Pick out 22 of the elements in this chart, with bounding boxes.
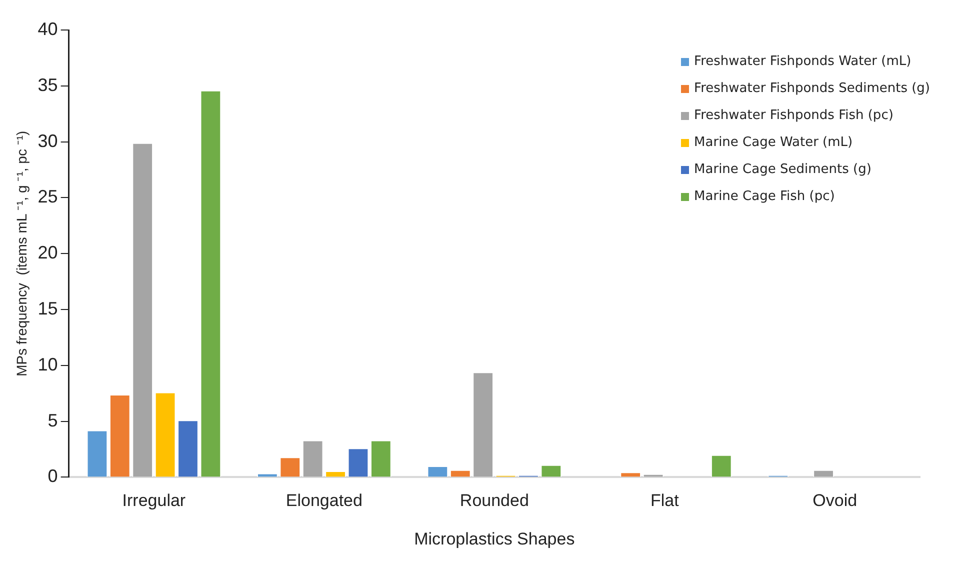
legend-label: Freshwater Fishponds Water (mL)	[694, 54, 912, 69]
y-tick-label: 20	[38, 242, 58, 263]
legend-label: Freshwater Fishponds Sediments (g)	[694, 81, 930, 96]
x-tick-label: Ovoid	[812, 491, 858, 510]
legend-label: Marine Cage Sediments (g)	[694, 162, 872, 177]
y-tick-label: 5	[48, 410, 58, 430]
y-tick-label: 40	[38, 18, 58, 39]
y-tick-label: 0	[48, 466, 58, 486]
legend-label: Freshwater Fishponds Fish (pc)	[694, 108, 894, 123]
legend-label: Marine Cage Fish (pc)	[694, 189, 835, 204]
x-tick-label: Rounded	[460, 491, 529, 510]
y-tick-label: 25	[38, 186, 58, 207]
legend-label: Marine Cage Water (mL)	[694, 135, 853, 150]
x-tick-label: Elongated	[286, 491, 362, 510]
y-axis-title: MPs frequency (items mL ⁻¹, g ⁻¹, pc ⁻¹)	[13, 130, 30, 376]
y-tick-label: 35	[38, 74, 58, 95]
x-tick-label: Irregular	[122, 491, 186, 510]
y-tick-label: 10	[38, 354, 58, 374]
x-axis-title: Microplastics Shapes	[414, 529, 575, 548]
y-tick-label: 30	[38, 130, 58, 151]
y-tick-label: 15	[38, 298, 58, 318]
x-tick-label: Flat	[650, 491, 680, 510]
